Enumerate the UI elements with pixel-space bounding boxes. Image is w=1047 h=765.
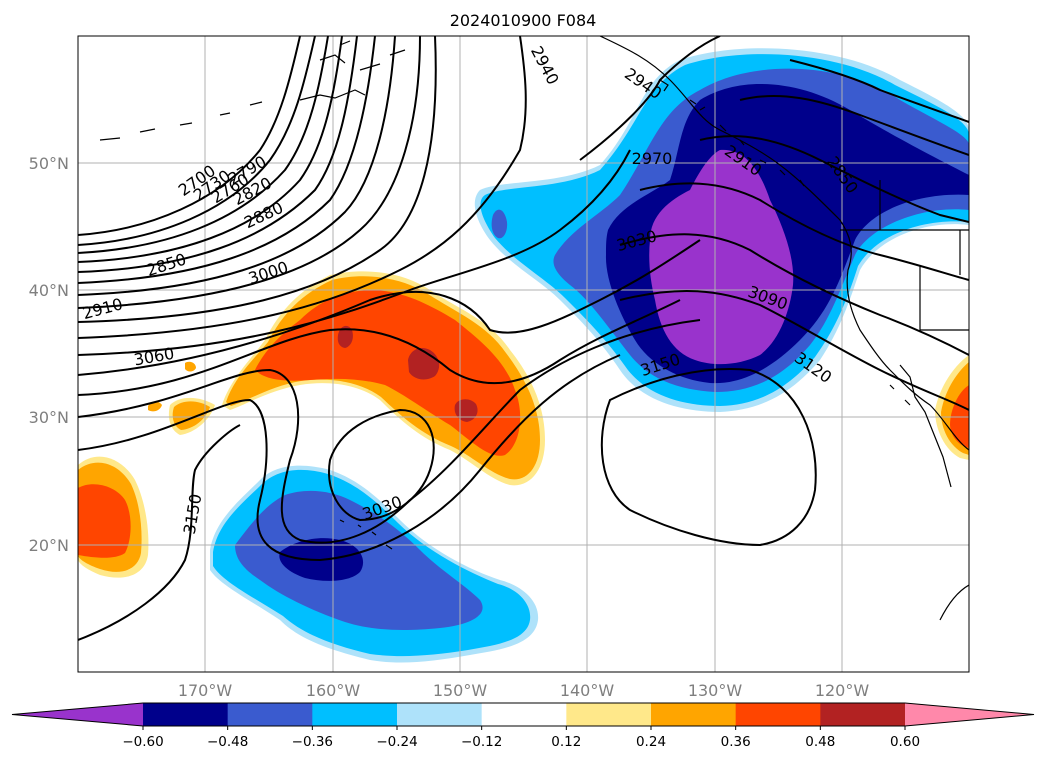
colorbar-segment [143, 703, 229, 726]
negative-anomaly-hawaii [210, 465, 539, 663]
map-plot-area: 2940 2940 2970 2910 2850 2700 2730 2760 … [78, 36, 969, 672]
colorbar-segment [227, 703, 313, 726]
lon-label: 160°W [306, 681, 361, 700]
positive-anomaly-central [148, 271, 545, 486]
colorbar-segments [11, 702, 1035, 727]
colorbar-segment [312, 703, 398, 726]
colorbar: −0.60 −0.48 −0.36 −0.24 −0.12 0.12 0.24 0.36 0.4… [11, 702, 1035, 750]
lon-label: 120°W [815, 681, 870, 700]
colorbar-segment [566, 703, 652, 726]
lat-label: 20°N [29, 536, 69, 555]
coastlines [99, 36, 969, 621]
colorbar-tick-label: −0.48 [207, 734, 248, 750]
colorbar-tick-label: 0.12 [551, 734, 581, 750]
height-contours [78, 36, 969, 641]
figure-title: 2024010900 F084 [450, 11, 597, 30]
latitude-labels: 50°N 40°N 30°N 20°N [29, 154, 69, 555]
colorbar-ticks: −0.60 −0.48 −0.36 −0.24 −0.12 0.12 0.24 0.36 0.4… [122, 726, 920, 750]
colorbar-segment [735, 703, 821, 726]
lon-label: 170°W [178, 681, 233, 700]
colorbar-extend-high [905, 703, 1034, 726]
lon-label: 130°W [688, 681, 743, 700]
map-frame [77, 35, 970, 673]
colorbar-tick-label: 0.48 [805, 734, 835, 750]
colorbar-tick-label: 0.24 [636, 734, 666, 750]
longitude-labels: 170°W 160°W 150°W 140°W 130°W 120°W [178, 681, 870, 700]
colorbar-segment [820, 703, 906, 726]
colorbar-tick-label: −0.12 [461, 734, 502, 750]
colorbar-tick-label: 0.36 [721, 734, 751, 750]
lat-label: 40°N [29, 281, 69, 300]
graticule [78, 36, 969, 672]
colorbar-segment [481, 703, 567, 726]
colorbar-tick-label: 0.60 [890, 734, 920, 750]
colorbar-tick-label: −0.60 [122, 734, 163, 750]
colorbar-segment [651, 703, 737, 726]
colorbar-extend-low [12, 703, 143, 726]
colorbar-segment [397, 703, 483, 726]
lat-label: 50°N [29, 154, 69, 173]
contour-label: 2970 [632, 149, 673, 168]
lon-label: 150°W [433, 681, 488, 700]
lon-label: 140°W [560, 681, 615, 700]
colorbar-tick-label: −0.36 [292, 734, 333, 750]
lat-label: 30°N [29, 408, 69, 427]
colorbar-tick-label: −0.24 [376, 734, 417, 750]
